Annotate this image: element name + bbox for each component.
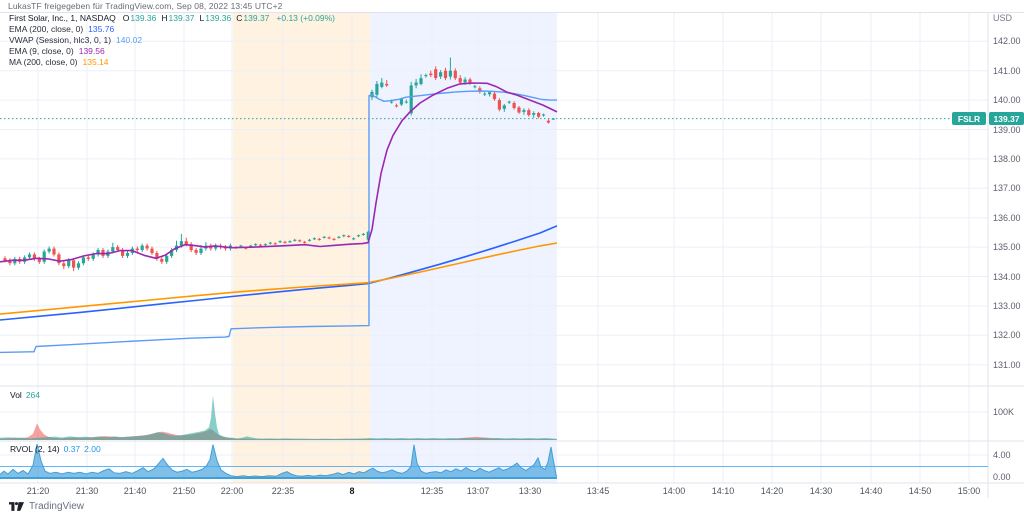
price-axis-tick: 136.00 bbox=[993, 212, 1021, 223]
price-axis-tick: 142.00 bbox=[993, 36, 1021, 47]
price-axis-tick: 141.00 bbox=[993, 65, 1021, 76]
time-axis-tick: 13:07 bbox=[466, 486, 490, 496]
legend-indicator-row[interactable]: EMA (9, close, 0) 139.56 bbox=[9, 46, 335, 57]
grid bbox=[0, 12, 988, 483]
vwap-line bbox=[0, 90, 557, 354]
ema200-line bbox=[0, 225, 558, 321]
price-axis-tick: 135.00 bbox=[993, 242, 1021, 253]
indicator-label: VWAP (Session, hlc3, 0, 1) bbox=[9, 35, 112, 45]
rvol-legend[interactable]: RVOL (2, 14) 0.37 2.00 bbox=[10, 444, 101, 454]
ohlc-pair: L139.36 bbox=[199, 13, 232, 23]
time-axis-tick: 14:00 bbox=[662, 486, 686, 496]
rvol-label: RVOL (2, 14) bbox=[10, 444, 60, 454]
share-text: LukasTF freigegeben für TradingView.com,… bbox=[8, 1, 283, 11]
legend-indicator-row[interactable]: EMA (200, close, 0) 135.76 bbox=[9, 24, 335, 35]
footer-brand[interactable]: TradingView bbox=[9, 501, 84, 512]
time-axis-tick: 14:40 bbox=[859, 486, 883, 496]
time-axis-tick: 21:50 bbox=[172, 486, 196, 496]
tradingview-brand-text: TradingView bbox=[29, 501, 85, 512]
time-axis[interactable]: 21:20 21:30 21:40 21:50 22:00 22:35 8 12:35 13:0… bbox=[0, 486, 1024, 498]
rvol-line bbox=[0, 443, 558, 478]
indicator-label: EMA (9, close, 0) bbox=[9, 46, 74, 56]
indicator-value: 135.76 bbox=[88, 24, 115, 34]
ma200-line bbox=[0, 242, 558, 315]
share-bar: LukasTF freigegeben für TradingView.com,… bbox=[0, 0, 1024, 13]
legend-symbol-title: First Solar, Inc., 1, NASDAQ bbox=[9, 13, 116, 23]
chart-legend: First Solar, Inc., 1, NASDAQ O139.36 H139… bbox=[9, 13, 335, 68]
rvol-value-current: 0.37 bbox=[63, 444, 81, 454]
time-axis-tick: 22:35 bbox=[271, 486, 295, 496]
indicator-value: 139.56 bbox=[78, 46, 105, 56]
legend-ohlc: O139.36 H139.37 L139.36 C139.37 bbox=[123, 13, 275, 24]
time-axis-tick: 8 bbox=[349, 486, 355, 496]
time-axis-tick: 14:50 bbox=[908, 486, 932, 496]
indicator-value: 140.02 bbox=[116, 35, 143, 45]
price-axis-tick: 131.00 bbox=[993, 359, 1021, 370]
price-axis-tick: 134.00 bbox=[993, 271, 1021, 282]
price-axis-tick: 137.00 bbox=[993, 183, 1021, 194]
legend-indicator-row[interactable]: MA (200, close, 0) 135.14 bbox=[9, 57, 335, 68]
ohlc-pair: C139.37 bbox=[236, 13, 270, 23]
legend-change: +0.13 (+0.09%) bbox=[276, 13, 336, 23]
volume-axis-tick: 100K bbox=[993, 407, 1015, 417]
indicator-label: EMA (200, close, 0) bbox=[9, 24, 84, 34]
price-axis-tick: 140.00 bbox=[993, 95, 1021, 106]
price-axis-tick: 132.00 bbox=[993, 330, 1021, 341]
last-price-badge: 139.37 bbox=[989, 112, 1024, 126]
indicator-value: 135.14 bbox=[82, 57, 109, 67]
time-axis-tick: 21:40 bbox=[123, 486, 147, 496]
time-axis-tick: 13:30 bbox=[518, 486, 542, 496]
rvol-axis-tick-4: 4.00 bbox=[993, 450, 1011, 460]
time-axis-tick: 14:20 bbox=[760, 486, 784, 496]
legend-indicator-rows: EMA (200, close, 0) 135.76 VWAP (Session, … bbox=[9, 24, 335, 68]
time-axis-tick: 12:35 bbox=[420, 486, 444, 496]
rvol-area bbox=[0, 444, 557, 478]
symbol-price-pill: FSLR bbox=[952, 112, 986, 126]
volume-value: 264 bbox=[25, 390, 41, 400]
time-axis-tick: 13:45 bbox=[586, 486, 610, 496]
time-axis-tick: 15:00 bbox=[957, 486, 981, 496]
price-axis-tick: 138.00 bbox=[993, 153, 1021, 164]
rvol-value-threshold: 2.00 bbox=[84, 444, 101, 454]
indicator-label: MA (200, close, 0) bbox=[9, 57, 78, 67]
panel-borders bbox=[0, 12, 1024, 498]
ema9-line bbox=[0, 82, 558, 263]
currency-label: USD bbox=[993, 13, 1013, 23]
volume-label: Vol bbox=[10, 390, 22, 400]
time-axis-tick: 22:00 bbox=[220, 486, 244, 496]
legend-indicator-row[interactable]: VWAP (Session, hlc3, 0, 1) 140.02 bbox=[9, 35, 335, 46]
rvol-axis-tick-0: 0.00 bbox=[993, 472, 1011, 482]
time-axis-tick: 21:20 bbox=[26, 486, 50, 496]
ohlc-pair: O139.36 bbox=[122, 13, 157, 23]
volume-area-down bbox=[0, 423, 557, 440]
legend-symbol-row[interactable]: First Solar, Inc., 1, NASDAQ O139.36 H139… bbox=[9, 13, 335, 24]
price-axis-tick: 133.00 bbox=[993, 300, 1021, 311]
time-axis-tick: 14:10 bbox=[711, 486, 735, 496]
price-axis-tick: 139.00 bbox=[993, 124, 1021, 135]
volume-legend[interactable]: Vol 264 bbox=[10, 390, 40, 400]
tradingview-logo-icon bbox=[9, 501, 24, 512]
time-axis-tick: 21:30 bbox=[75, 486, 99, 496]
time-axis-tick: 14:30 bbox=[809, 486, 833, 496]
ohlc-pair: H139.37 bbox=[161, 13, 195, 23]
